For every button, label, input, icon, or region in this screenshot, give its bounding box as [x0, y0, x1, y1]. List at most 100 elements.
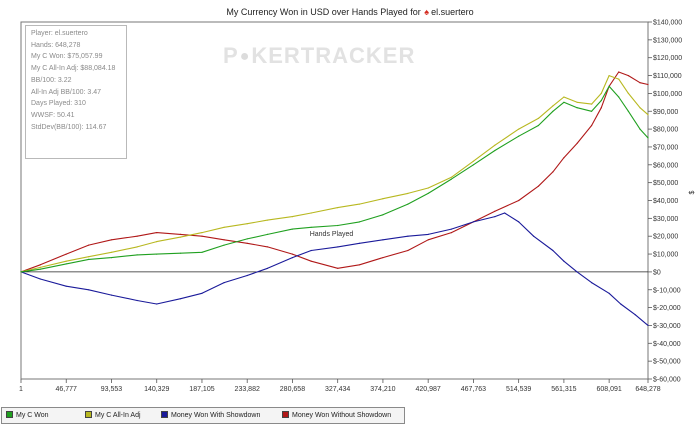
series-point-money-won-without-showdown — [407, 249, 409, 252]
stats-box: Player: el.suertero Hands: 648,278 My C … — [25, 25, 127, 159]
series-point-my-c-won — [20, 271, 22, 273]
series-point-my-c-all-in-adj — [201, 232, 203, 234]
series-point-money-won-without-showdown — [563, 157, 565, 159]
series-point-my-c-won — [291, 228, 293, 230]
chart-title: My Currency Won in USD over Hands Played… — [0, 7, 700, 17]
x-axis-label: Hands Played — [310, 231, 354, 238]
chart-legend: My C Won My C All-In Adj Money Won With … — [1, 407, 405, 424]
x-tick-label: 1 — [19, 386, 23, 393]
series-point-money-won-with-showdown — [201, 292, 203, 294]
series-point-money-won-without-showdown — [223, 239, 225, 241]
stats-days-played: Days Played: 310 — [31, 100, 86, 108]
stats-wwsf: WWSF: 50.41 — [31, 111, 75, 119]
series-point-money-won-with-showdown — [472, 221, 474, 223]
series-point-my-c-all-in-adj — [639, 107, 641, 109]
series-point-my-c-all-in-adj — [537, 117, 540, 119]
series-point-money-won-without-showdown — [337, 267, 339, 269]
series-point-money-won-with-showdown — [634, 314, 636, 316]
stats-allin-bb100: All-In Adj BB/100: 3.47 — [31, 88, 102, 96]
series-point-my-c-won — [180, 252, 182, 254]
series-point-my-c-won — [246, 238, 248, 240]
series-point-money-won-with-showdown — [267, 267, 269, 269]
y-tick-label: $140,000 — [653, 20, 682, 27]
series-point-money-won-with-showdown — [337, 246, 339, 248]
legend-swatch-my-c-all-in-adj — [85, 411, 92, 418]
y-tick-label: $-10,000 — [653, 287, 681, 294]
series-point-my-c-won — [156, 253, 158, 255]
series-point-my-c-won — [110, 257, 113, 259]
series-point-money-won-without-showdown — [591, 124, 593, 127]
series-point-my-c-all-in-adj — [600, 92, 602, 94]
y-tick-label: $80,000 — [653, 127, 678, 134]
series-point-money-won-without-showdown — [600, 107, 602, 109]
y-tick-label: $90,000 — [653, 109, 678, 116]
series-point-my-c-all-in-adj — [310, 212, 312, 214]
series-point-my-c-won — [201, 251, 203, 253]
legend-label: Money Won With Showdown — [171, 412, 261, 419]
series-point-money-won-without-showdown — [246, 242, 248, 244]
y-tick-label: $20,000 — [653, 234, 678, 241]
x-tick-label: 420,987 — [416, 386, 441, 393]
series-point-money-won-with-showdown — [608, 292, 610, 294]
series-point-my-c-won — [88, 258, 90, 260]
legend-item-my-c-won[interactable]: My C Won — [6, 411, 49, 421]
y-tick-label: $130,000 — [653, 37, 682, 44]
series-point-money-won-without-showdown — [618, 71, 620, 73]
series-point-money-won-with-showdown — [427, 233, 429, 235]
poker-chip-icon: ● — [239, 48, 251, 65]
series-point-my-c-won — [267, 233, 269, 235]
series-point-my-c-won — [427, 192, 429, 194]
y-tick-label: $30,000 — [653, 216, 678, 223]
series-point-money-won-without-showdown — [156, 232, 158, 234]
series-point-my-c-all-in-adj — [552, 105, 554, 107]
series-point-my-c-won — [537, 124, 540, 127]
series-point-money-won-with-showdown — [382, 239, 384, 241]
series-point-money-won-with-showdown — [576, 271, 578, 273]
series-point-my-c-won — [552, 110, 554, 112]
series-point-money-won-without-showdown — [110, 239, 113, 241]
series-point-my-c-won — [618, 96, 620, 98]
legend-swatch-money-won-with-showdown — [161, 411, 168, 418]
series-point-my-c-won — [223, 244, 225, 246]
series-point-my-c-all-in-adj — [494, 144, 496, 146]
series-point-money-won-without-showdown — [427, 239, 429, 241]
legend-item-money-won-without-showdown[interactable]: Money Won Without Showdown — [282, 411, 391, 421]
legend-item-money-won-with-showdown[interactable]: Money Won With Showdown — [161, 411, 260, 421]
y-tick-label: $70,000 — [653, 144, 678, 151]
series-point-my-c-won — [337, 224, 339, 227]
series-point-my-c-won — [494, 149, 496, 152]
series-point-money-won-with-showdown — [620, 303, 622, 305]
series-point-my-c-all-in-adj — [576, 101, 578, 103]
legend-label: My C Won — [16, 412, 49, 419]
series-point-my-c-all-in-adj — [65, 260, 67, 262]
series-point-money-won-with-showdown — [552, 249, 554, 252]
series-point-my-c-all-in-adj — [39, 266, 41, 268]
stats-player: Player: el.suertero — [31, 30, 88, 37]
legend-item-my-c-all-in-adj[interactable]: My C All-In Adj — [85, 411, 141, 421]
series-point-money-won-without-showdown — [65, 253, 67, 255]
series-point-money-won-with-showdown — [591, 282, 593, 284]
x-tick-label: 561,315 — [551, 386, 576, 393]
stats-allin-adj: My C All-In Adj: $88,084.18 — [31, 65, 116, 73]
series-point-my-c-all-in-adj — [407, 192, 409, 194]
chart-title-text: My Currency Won in USD over Hands Played… — [226, 7, 421, 17]
series-point-my-c-all-in-adj — [608, 75, 610, 77]
series-point-my-c-won — [600, 99, 602, 102]
x-tick-label: 46,777 — [56, 386, 78, 393]
legend-swatch-money-won-without-showdown — [282, 411, 289, 418]
series-point-money-won-without-showdown — [518, 199, 520, 202]
series-point-my-c-all-in-adj — [180, 236, 182, 238]
series-point-my-c-all-in-adj — [291, 216, 293, 218]
series-point-my-c-won — [591, 110, 593, 112]
y-tick-label: $-40,000 — [653, 341, 681, 348]
series-point-money-won-with-showdown — [65, 285, 67, 287]
series-point-my-c-won — [310, 226, 312, 228]
series-point-money-won-with-showdown — [533, 235, 535, 237]
y-tick-label: $10,000 — [653, 252, 678, 259]
series-point-my-c-won — [136, 254, 138, 256]
series-point-money-won-without-showdown — [537, 185, 540, 187]
series-point-money-won-with-showdown — [180, 298, 182, 300]
series-line-my-c-won — [20, 85, 649, 273]
